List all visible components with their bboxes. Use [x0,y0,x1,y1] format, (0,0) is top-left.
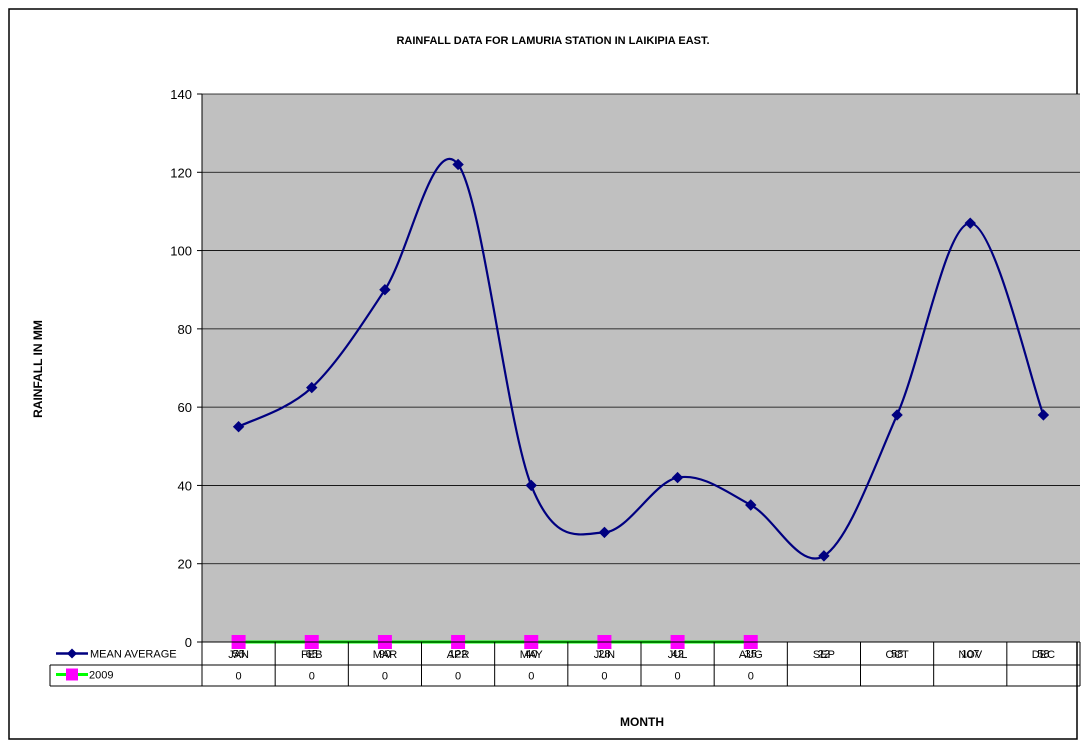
x-tick-label: APR [447,649,470,661]
data-point-mean-average [232,421,245,433]
legend-label-mean-average: MEAN AVERAGE [90,649,177,661]
table-cell-mean-average: 90 [379,649,391,661]
table-cell-mean-average: 107 [961,649,979,661]
y-tick-label: 140 [170,87,192,102]
data-point-mean-average [452,158,464,171]
data-point-mean-average [818,550,830,562]
x-tick-label: JAN [228,649,249,661]
data-point-mean-average [964,217,976,229]
data-point-mean-average [598,526,611,539]
data-point-mean-average [306,381,318,394]
chart-title: RAINFALL DATA FOR LAMURIA STATION IN LAI… [396,35,709,47]
plot-area: 0 20 40 60 80 100 120 140 [170,87,1080,650]
table-cell-mean-average: 28 [598,649,610,661]
table-cell-2009: 0 [309,671,315,683]
table-cell-2009: 0 [455,671,461,683]
legend-label-2009: 2009 [89,670,113,682]
table-cell-2009: 0 [675,671,681,683]
data-point-mean-average [745,499,757,511]
table-cell-mean-average: 42 [671,649,683,661]
x-tick-label: JUN [594,649,615,661]
y-tick-label: 120 [170,165,192,180]
plot-background [202,94,1080,642]
legend-key-marker-2009 [66,668,78,681]
legend-key-marker-mean-average [67,648,77,659]
table-cell-mean-average: 122 [449,649,467,661]
x-tick-label: OCT [885,649,909,661]
table-cell-2009: 0 [236,671,242,683]
x-tick-label: JUL [668,649,688,661]
data-point-mean-average [525,479,537,492]
data-table: JAN FEB MAR APR MAY JUN JUL AUG SEP OCT NOV DEC MEAN… [49,641,1081,687]
x-tick-label: DEC [1032,649,1055,661]
y-tick-label: 40 [178,478,192,493]
table-cell-mean-average: 65 [306,649,318,661]
table-cell-mean-average: 55 [232,649,244,661]
y-axis-title: RAINFALL IN MM [31,320,45,418]
x-axis-title: MONTH [620,715,664,729]
data-point-mean-average [379,284,391,296]
table-cell-mean-average: 58 [891,649,903,661]
table-cell-2009: 0 [382,671,388,683]
data-point-mean-average [1037,409,1050,421]
y-tick-label: 20 [178,557,192,572]
table-cell-2009: 0 [601,671,607,683]
data-point-mean-average [891,409,903,421]
table-cell-mean-average: 40 [525,649,537,661]
x-tick-label: MAR [373,649,398,661]
y-tick-label: 100 [170,244,192,259]
table-cell-2009: 0 [748,671,754,683]
y-tick-label: 80 [178,322,192,337]
table-cell-mean-average: 22 [818,649,830,661]
x-tick-label: SEP [813,649,835,661]
table-cell-mean-average: 58 [1037,649,1049,661]
table-cell-2009: 0 [528,671,534,683]
table-cell-mean-average: 35 [745,649,757,661]
data-point-mean-average [671,471,684,484]
x-tick-label: MAY [520,649,544,661]
x-tick-label: FEB [301,649,322,661]
x-tick-label: NOV [958,649,983,661]
y-tick-label: 60 [178,400,192,415]
y-tick-label: 0 [185,635,192,650]
x-tick-label: AUG [739,649,763,661]
